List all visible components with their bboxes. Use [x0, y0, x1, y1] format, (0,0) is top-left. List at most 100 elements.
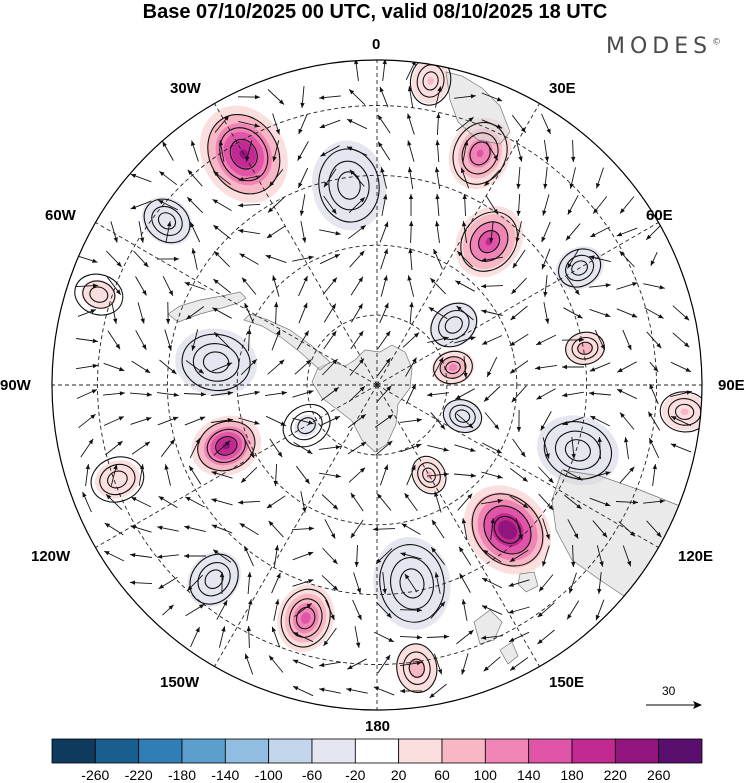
- wind-arrow: [511, 277, 527, 295]
- wind-arrow: [377, 141, 391, 161]
- wind-arrow: [407, 113, 415, 135]
- wind-arrow: [269, 438, 283, 458]
- wind-arrow: [351, 303, 363, 323]
- lon-label-180: 180: [365, 718, 391, 735]
- wind-arrow: [401, 523, 421, 535]
- wind-arrow: [379, 86, 389, 108]
- wind-arrow: [186, 574, 204, 592]
- wind-arrow: [427, 392, 449, 397]
- anomaly-level: [95, 460, 140, 499]
- wind-arrow: [427, 472, 449, 477]
- wind-arrow: [187, 169, 203, 187]
- geopotential-contours: [74, 60, 702, 694]
- wind-arrow: [190, 626, 200, 648]
- wind-arrow: [186, 196, 204, 214]
- colorbar-bin: [51, 738, 96, 764]
- wind-arrow: [405, 357, 417, 377]
- wind-arrow: [461, 653, 469, 675]
- wind-arrow: [130, 496, 152, 508]
- wind-arrow: [542, 518, 550, 540]
- wind-arrow: [597, 572, 602, 594]
- wind-arrow: [211, 498, 233, 506]
- colorbar-bin: [224, 738, 270, 764]
- wind-arrow: [211, 471, 233, 479]
- wind-arrow: [294, 359, 312, 375]
- contour-line: [151, 205, 183, 236]
- wind-arrow: [130, 553, 152, 558]
- wind-arrow: [243, 437, 255, 459]
- contour-line: [417, 462, 441, 489]
- wind-arrow: [271, 329, 281, 351]
- wind-arrow: [157, 554, 179, 559]
- contour-line: [282, 403, 331, 448]
- wind-arrow: [562, 416, 584, 426]
- wind-arrow: [189, 437, 201, 459]
- wind-arrow: [213, 250, 231, 268]
- wind-arrow: [348, 385, 366, 403]
- meridian-line: [214, 384, 378, 667]
- contour-line: [74, 273, 124, 316]
- wind-arrow: [354, 544, 359, 568]
- wind-arrow: [615, 500, 639, 505]
- wind-arrow: [596, 167, 604, 189]
- contour-line: [483, 505, 532, 555]
- wind-arrow: [191, 248, 198, 270]
- new-zealand-north: [499, 641, 519, 665]
- map-title: Base 07/10/2025 00 UTC, valid 08/10/2025…: [142, 1, 608, 23]
- wind-arrow: [400, 418, 422, 423]
- wind-arrow: [455, 280, 475, 292]
- contour-line: [318, 148, 380, 223]
- wind-arrow: [618, 521, 636, 537]
- wind-arrow: [129, 392, 153, 397]
- wind-arrow: [382, 60, 387, 81]
- wind-arrow: [616, 308, 638, 318]
- wind-arrow: [376, 601, 392, 619]
- wind-arrow: [616, 227, 638, 237]
- wind-vectors: [75, 60, 692, 699]
- wind-arrow: [157, 416, 179, 426]
- contour-line: [442, 399, 483, 434]
- wind-arrow: [374, 414, 394, 428]
- wind-arrow: [434, 572, 441, 594]
- wind-arrow: [138, 221, 145, 243]
- wind-arrow: [216, 600, 228, 620]
- wind-arrow: [319, 472, 341, 479]
- wind-arrow: [218, 626, 226, 648]
- wind-arrow: [455, 388, 475, 400]
- wind-arrow: [377, 654, 391, 674]
- wind-arrow: [292, 417, 314, 425]
- wind-arrow: [622, 545, 632, 567]
- wind-arrow: [300, 491, 307, 513]
- lon-label-150w: 150W: [160, 674, 200, 691]
- contour-line: [396, 643, 438, 694]
- wind-arrow: [535, 364, 557, 371]
- wind-arrow: [566, 600, 580, 620]
- wind-arrow: [543, 140, 549, 162]
- wind-arrow: [458, 546, 472, 566]
- wind-arrow: [461, 518, 468, 540]
- wind-arrow: [292, 579, 314, 587]
- wind-arrow: [212, 307, 232, 319]
- wind-arrow: [219, 572, 225, 594]
- wind-arrow: [348, 467, 366, 483]
- meridian-line: [376, 103, 540, 386]
- wind-arrow: [373, 686, 395, 696]
- lon-label-90e: 90E: [718, 377, 745, 394]
- wind-arrow: [589, 497, 611, 507]
- anomaly-level: [175, 328, 258, 397]
- wind-arrow: [350, 492, 364, 512]
- wind-arrow: [320, 145, 340, 157]
- colorbar-tick-label: -180: [167, 767, 197, 783]
- wind-arrow: [562, 391, 584, 398]
- wind-arrow: [78, 413, 96, 429]
- wind-arrow: [457, 493, 473, 511]
- wind-arrow: [571, 437, 576, 459]
- wind-arrow: [456, 629, 474, 645]
- contour-line: [543, 421, 613, 480]
- wind-arrow: [481, 471, 503, 479]
- wind-arrow: [300, 85, 305, 109]
- wind-arrow: [561, 337, 585, 343]
- antarctica-coastline: [311, 344, 413, 453]
- wind-arrow: [543, 167, 548, 189]
- contour-line: [215, 436, 238, 456]
